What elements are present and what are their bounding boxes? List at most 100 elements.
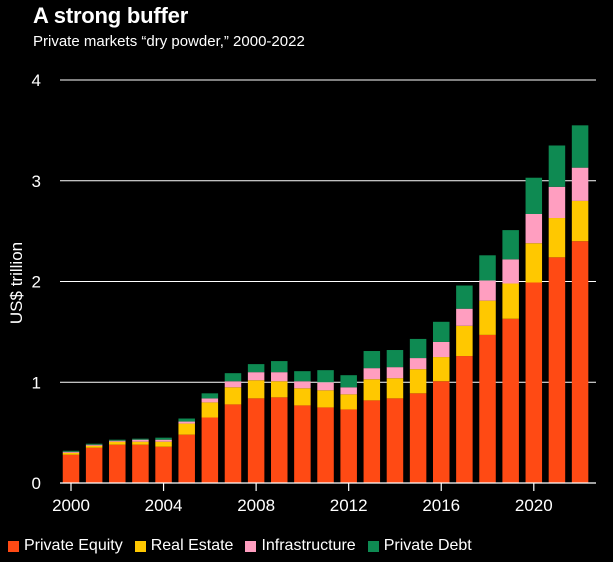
bar-segment [317, 390, 334, 408]
x-tick-label: 2020 [515, 496, 553, 515]
bar-segment [363, 368, 381, 380]
bar-segment [247, 380, 265, 399]
bar-segment [571, 241, 589, 483]
bar-segment [155, 446, 172, 483]
bar-segment [317, 407, 334, 483]
bar-segment [132, 439, 149, 442]
bar-segment [409, 393, 427, 483]
bar-segment [386, 367, 404, 379]
bar-segment [548, 145, 566, 187]
bar-segment [294, 405, 311, 483]
bar-segment [201, 398, 219, 403]
legend: Private Equity Real Estate Infrastructure P… [8, 537, 484, 555]
bar-segment [548, 218, 566, 258]
bar-segment [201, 402, 219, 418]
bar-segment [479, 280, 496, 301]
bar-segment [502, 283, 519, 319]
y-tick-label: 1 [32, 373, 41, 392]
bar-segment [85, 445, 103, 448]
bar-segment [386, 398, 404, 483]
legend-label: Private Debt [383, 537, 472, 554]
legend-label: Real Estate [150, 537, 234, 554]
bar-segment [155, 437, 172, 440]
bar-segment [224, 373, 242, 382]
bar-segment [201, 417, 219, 483]
axes: 0 1 2 3 4 2000 2004 2008 2012 2016 2020 [32, 71, 596, 515]
bar-segment [432, 321, 450, 342]
bar-segment [432, 341, 450, 358]
bar-segment [294, 371, 311, 382]
bar-segment [409, 338, 427, 359]
legend-item: Infrastructure [245, 537, 356, 555]
bar-segment [502, 318, 519, 483]
bar-segment [109, 439, 126, 441]
bar-segment [525, 213, 543, 244]
bar-segment [132, 441, 149, 445]
bar-segment [62, 452, 80, 455]
bar-segment [62, 450, 80, 452]
bar-segment [224, 404, 242, 483]
y-tick-label: 4 [32, 71, 41, 90]
chart-subtitle: Private markets “dry powder,” 2000-2022 [33, 33, 305, 50]
bar-segment [271, 361, 288, 373]
bar-segment [132, 444, 149, 483]
bar-segment [247, 372, 265, 381]
bar-segment [271, 372, 288, 382]
bar-segment [386, 378, 404, 399]
y-tick-label: 0 [32, 474, 41, 493]
bar-segment [340, 394, 357, 410]
x-tick-label: 2008 [237, 496, 275, 515]
bar-segment [502, 259, 519, 284]
bar-segment [525, 243, 543, 283]
bar-segment [155, 441, 172, 447]
bar-segment [271, 397, 288, 483]
bar-segment [178, 434, 195, 483]
legend-swatch [8, 540, 19, 552]
bar-segment [432, 381, 450, 483]
bar-segment [432, 357, 450, 382]
bar-segment [271, 381, 288, 398]
x-tick-label: 2012 [330, 496, 368, 515]
x-tick-label: 2004 [145, 496, 183, 515]
chart-plot: 0 1 2 3 4 2000 2004 2008 2012 2016 2020 US$ trilli… [7, 71, 596, 515]
x-tick-label: 2016 [422, 496, 460, 515]
bar-segment [85, 444, 103, 446]
bar-segment [178, 418, 195, 422]
bar-segment [340, 409, 357, 483]
x-tick-label: 2000 [52, 496, 90, 515]
bar-segment [132, 438, 149, 440]
bar-segment [247, 398, 265, 483]
bar-segment [409, 358, 427, 370]
bar-segment [525, 282, 543, 483]
bar-segment [62, 454, 80, 483]
bar-segment [479, 300, 496, 335]
y-tick-label: 2 [32, 273, 41, 292]
bar-segment [571, 200, 589, 242]
bar-segment [456, 285, 473, 309]
y-tick-label: 3 [32, 172, 41, 191]
bars [62, 125, 589, 483]
legend-item: Private Equity [8, 537, 123, 555]
bar-segment [155, 439, 172, 442]
bar-segment [363, 400, 381, 483]
bar-segment [294, 381, 311, 389]
bar-segment [502, 230, 519, 260]
legend-swatch [245, 540, 257, 552]
bar-segment [85, 447, 103, 483]
bar-segment [317, 382, 334, 391]
legend-swatch [367, 540, 379, 552]
bar-segment [62, 451, 80, 453]
bar-segment [224, 381, 242, 388]
bar-segment [479, 255, 496, 281]
bar-segment [178, 421, 195, 424]
bar-segment [340, 375, 357, 388]
bar-segment [525, 177, 543, 214]
bar-segment [109, 444, 126, 483]
bar-segment [294, 388, 311, 406]
bar-segment [363, 379, 381, 401]
bar-segment [386, 350, 404, 368]
bar-segment [201, 393, 219, 399]
bar-segment [247, 364, 265, 373]
bar-segment [571, 125, 589, 168]
bar-segment [571, 167, 589, 201]
